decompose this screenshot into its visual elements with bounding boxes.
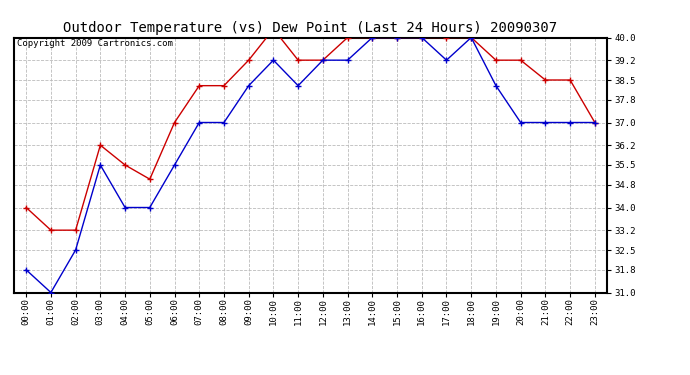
- Title: Outdoor Temperature (vs) Dew Point (Last 24 Hours) 20090307: Outdoor Temperature (vs) Dew Point (Last…: [63, 21, 558, 35]
- Text: Copyright 2009 Cartronics.com: Copyright 2009 Cartronics.com: [17, 39, 172, 48]
